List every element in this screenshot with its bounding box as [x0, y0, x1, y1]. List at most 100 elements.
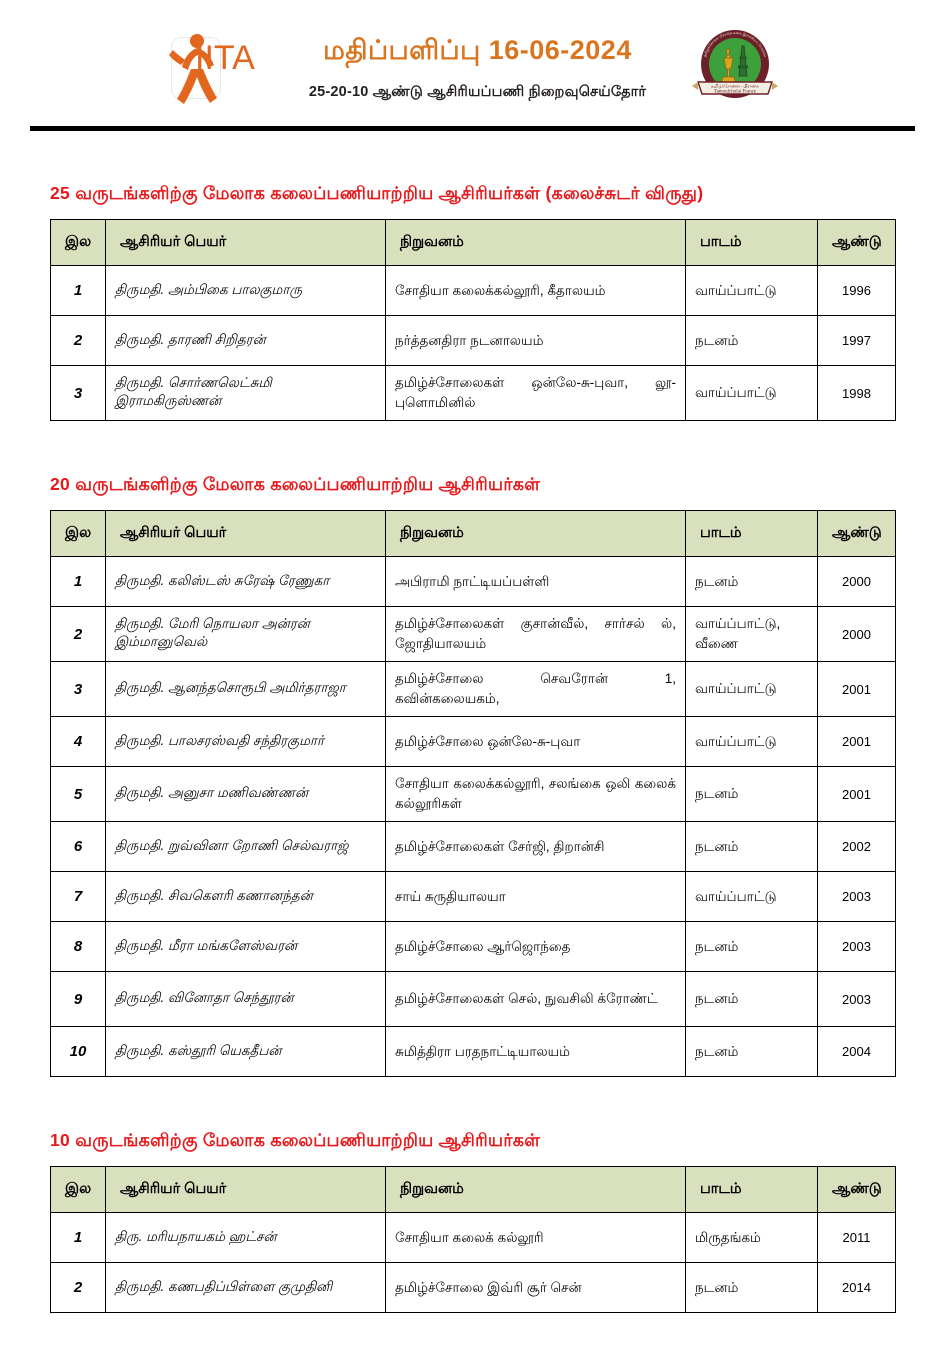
cell-subject: நடனம்: [685, 556, 818, 607]
cell-name: திருமதி. கலிஸ்டஸ் சுரேஷ் ரேணுகா: [105, 556, 386, 607]
section-heading: 25 வருடங்களிற்கு மேலாக கலைப்பணியாற்றிய ஆ…: [50, 183, 704, 203]
cell-institution: சாய் சுருதியாலயா: [385, 871, 686, 922]
table-row: 1 திரு. மரியநாயகம் ஹட்சன் சோதியா கலைக் க…: [50, 1212, 896, 1263]
cell-no: 2: [50, 315, 106, 366]
cell-institution: சோதியா கலைக்கல்லூரி, சலங்கை ஒலி கலைக் கல…: [385, 766, 686, 822]
iita-logo: IITA: [165, 25, 265, 111]
cell-institution: தமிழ்ச்சோலைகள் சேர்ஜி, திறான்சி: [385, 821, 686, 872]
table-row: 4 திருமதி. பாலசரஸ்வதி சந்திரகுமார் தமிழ்…: [50, 716, 896, 767]
cell-no: 6: [50, 821, 106, 872]
awards-table-25-years: இல ஆசிரியர் பெயர் நிறுவனம் பாடம் ஆண்டு 1…: [50, 219, 896, 421]
table-row: 2 திருமதி. மேரி நொயலா அன்ரன் இம்மானுவெல்…: [50, 606, 896, 662]
table-row: 2 திருமதி. கணபதிப்பிள்ளை குமுதினி தமிழ்ச…: [50, 1262, 896, 1313]
table-row: 1 திருமதி. அம்பிகை பாலகுமாரு சோதியா கலைக…: [50, 265, 896, 316]
cell-subject: மிருதங்கம்: [685, 1212, 818, 1263]
column-header-name: ஆசிரியர் பெயர்: [105, 219, 386, 266]
cell-name: திருமதி. அம்பிகை பாலகுமாரு: [105, 265, 386, 316]
iita-logo-text: IITA: [195, 39, 255, 77]
cell-no: 5: [50, 766, 106, 822]
cell-no: 1: [50, 556, 106, 607]
cell-year: 2001: [817, 716, 896, 767]
column-header-name: ஆசிரியர் பெயர்: [105, 1166, 386, 1213]
column-header-institution: நிறுவனம்: [385, 510, 686, 557]
cell-no: 7: [50, 871, 106, 922]
cell-name: திருமதி. கஸ்தூரி யெகதீபன்: [105, 1026, 386, 1077]
cell-subject: நடனம்: [685, 971, 818, 1027]
cell-name: திருமதி. அனுசா மணிவண்ணன்: [105, 766, 386, 822]
cell-name: திருமதி. சிவகௌரி கணானந்தன்: [105, 871, 386, 922]
dancer-figure-icon: [169, 34, 217, 104]
cell-no: 1: [50, 265, 106, 316]
cell-name: திருமதி. வினோதா செந்தூரன்: [105, 971, 386, 1027]
cell-year: 1997: [817, 315, 896, 366]
table-header-row: இல ஆசிரியர் பெயர் நிறுவனம் பாடம் ஆண்டு: [50, 219, 896, 266]
column-header-no: இல: [50, 1166, 106, 1213]
cell-subject: வாய்ப்பாட்டு, வீணை: [685, 606, 818, 662]
cell-year: 1998: [817, 365, 896, 421]
table-row: 6 திருமதி. றுவ்வினா றோணி செல்வராஜ் தமிழ்…: [50, 821, 896, 872]
header-divider: [30, 126, 915, 131]
cell-year: 1996: [817, 265, 896, 316]
table-row: 10 திருமதி. கஸ்தூரி யெகதீபன் சுமித்திரா …: [50, 1026, 896, 1077]
table-row: 7 திருமதி. சிவகௌரி கணானந்தன் சாய் சுருதி…: [50, 871, 896, 922]
section-25-years: 25 வருடங்களிற்கு மேலாக கலைப்பணியாற்றிய ஆ…: [50, 183, 896, 421]
cell-institution: தமிழ்ச்சோலைகள் செல், நுவசிலி க்ரோண்ட்: [385, 971, 686, 1027]
cell-year: 2000: [817, 606, 896, 662]
cell-no: 9: [50, 971, 106, 1027]
cell-year: 2003: [817, 871, 896, 922]
column-header-institution: நிறுவனம்: [385, 219, 686, 266]
cell-name: திருமதி. மேரி நொயலா அன்ரன் இம்மானுவெல்: [105, 606, 386, 662]
column-header-no: இல: [50, 510, 106, 557]
cell-institution: தமிழ்ச்சோலைகள் குசான்வீல், சார்சல் ல், ஜ…: [385, 606, 686, 662]
column-header-subject: பாடம்: [685, 510, 818, 557]
column-header-institution: நிறுவனம்: [385, 1166, 686, 1213]
cell-no: 3: [50, 661, 106, 717]
cell-year: 2001: [817, 766, 896, 822]
table-row: 3 திருமதி. ஆனந்தசொரூபி அமிர்தராஜா தமிழ்ச…: [50, 661, 896, 717]
cell-no: 4: [50, 716, 106, 767]
cell-subject: நடனம்: [685, 1262, 818, 1313]
cell-institution: தமிழ்ச்சோலைகள் ஒன்லே-சு-புவா, லூ-புளொமின…: [385, 365, 686, 421]
cell-name: திருமதி. கணபதிப்பிள்ளை குமுதினி: [105, 1262, 386, 1313]
cell-subject: நடனம்: [685, 766, 818, 822]
cell-no: 1: [50, 1212, 106, 1263]
cell-institution: அபிராமி நாட்டியப்பள்ளி: [385, 556, 686, 607]
table-row: 9 திருமதி. வினோதா செந்தூரன் தமிழ்ச்சோலைக…: [50, 971, 896, 1027]
table-row: 2 திருமதி. தாரணி சிறிதரன் நர்த்தனதிரா நட…: [50, 315, 896, 366]
cell-subject: நடனம்: [685, 1026, 818, 1077]
cell-institution: தமிழ்ச்சோலை செவரோன் 1, கவின்கலையகம்,: [385, 661, 686, 717]
cell-no: 2: [50, 1262, 106, 1313]
cell-subject: நடனம்: [685, 921, 818, 972]
column-header-year: ஆண்டு: [817, 1166, 896, 1213]
cell-no: 8: [50, 921, 106, 972]
cell-institution: தமிழ்ச்சோலை ஒன்லே-சு-புவா: [385, 716, 686, 767]
table-header-row: இல ஆசிரியர் பெயர் நிறுவனம் பாடம் ஆண்டு: [50, 510, 896, 557]
cell-year: 2001: [817, 661, 896, 717]
page-subtitle: 25-20-10 ஆண்டு ஆசிரியப்பணி நிறைவுசெய்தோர…: [308, 83, 647, 100]
cell-subject: நடனம்: [685, 315, 818, 366]
cell-no: 2: [50, 606, 106, 662]
cell-institution: நர்த்தனதிரா நடனாலயம்: [385, 315, 686, 366]
cell-name: திரு. மரியநாயகம் ஹட்சன்: [105, 1212, 386, 1263]
cell-name: திருமதி. மீரா மங்களேஸ்வரன்: [105, 921, 386, 972]
cell-subject: நடனம்: [685, 821, 818, 872]
emblem-caption-latin: Tamoulcholai France: [714, 89, 757, 94]
section-heading: 20 வருடங்களிற்கு மேலாக கலைப்பணியாற்றிய ஆ…: [50, 474, 541, 494]
cell-name: திருமதி. ஆனந்தசொரூபி அமிர்தராஜா: [105, 661, 386, 717]
cell-subject: வாய்ப்பாட்டு: [685, 265, 818, 316]
cell-year: 2003: [817, 921, 896, 972]
column-header-subject: பாடம்: [685, 1166, 818, 1213]
cell-year: 2011: [817, 1212, 896, 1263]
emblem-icon: தமிழ்ச்சோலை - பிரான்சு Tamoulcholai Fran…: [692, 30, 778, 98]
column-header-name: ஆசிரியர் பெயர்: [105, 510, 386, 557]
tamoulcholai-france-logo: தமிழ்ச்சோலை - பிரான்சு Tamoulcholai Fran…: [690, 24, 780, 112]
table-row: 1 திருமதி. கலிஸ்டஸ் சுரேஷ் ரேணுகா அபிராம…: [50, 556, 896, 607]
column-header-no: இல: [50, 219, 106, 266]
cell-year: 2003: [817, 971, 896, 1027]
column-header-year: ஆண்டு: [817, 219, 896, 266]
cell-institution: சோதியா கலைக் கல்லூரி: [385, 1212, 686, 1263]
column-header-year: ஆண்டு: [817, 510, 896, 557]
title-block: மதிப்பளிப்பு 16-06-2024 25-20-10 ஆண்டு ஆ…: [265, 35, 690, 102]
section-heading: 10 வருடங்களிற்கு மேலாக கலைப்பணியாற்றிய ஆ…: [50, 1130, 541, 1150]
